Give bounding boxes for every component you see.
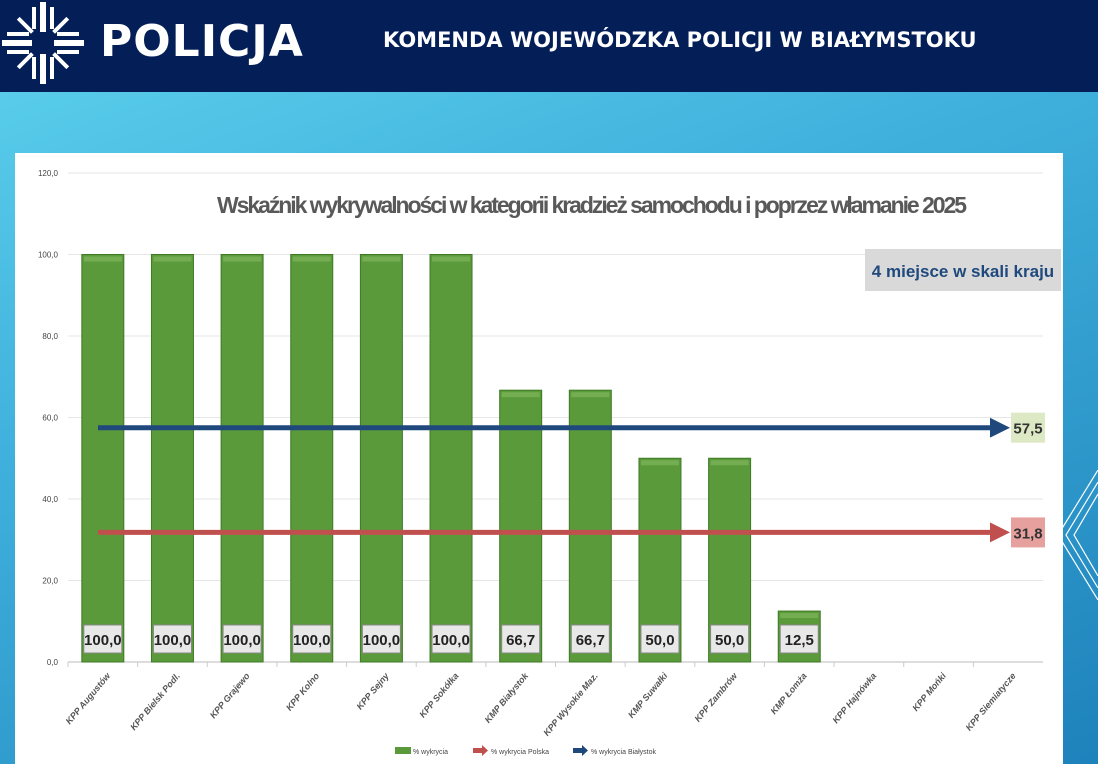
data-label: 100,0 xyxy=(293,632,331,649)
legend-arrow-icon xyxy=(473,745,488,756)
data-label-box xyxy=(361,624,401,654)
y-tick-label: 20,0 xyxy=(42,577,58,586)
data-label-box xyxy=(152,624,192,654)
reference-label-box xyxy=(1011,412,1045,443)
x-tick-label: KPP Bielsk Podl. xyxy=(128,671,182,732)
annotation-text: 4 miejsce w skali kraju xyxy=(872,262,1054,281)
bar xyxy=(81,254,125,663)
x-tick-label: KPP Mońki xyxy=(910,670,948,713)
data-label: 100,0 xyxy=(363,632,401,649)
legend-label: % wykrycia xyxy=(413,749,448,756)
data-label-box xyxy=(570,624,610,654)
chart-card: 0,0 20,0 40,0 60,0 80,0 100,0 120,0 Wskaźnik wy… xyxy=(15,153,1063,764)
data-label: 100,0 xyxy=(432,632,470,649)
brand-name: POLICJA xyxy=(100,16,304,67)
x-tick-label: KPP Augustów xyxy=(64,670,113,726)
data-label-box xyxy=(292,624,332,654)
header-bar: POLICJA KOMENDA WOJEWÓDZKA POLICJI W BIA… xyxy=(0,0,1098,92)
x-tick-label: KPP Wysokie Maz. xyxy=(541,671,599,738)
bar-highlight xyxy=(571,392,610,398)
bar xyxy=(290,254,334,663)
y-tick-label: 40,0 xyxy=(42,495,58,504)
y-tick-label: 120,0 xyxy=(38,169,59,178)
bar xyxy=(429,254,473,663)
reference-label: 31,8 xyxy=(1013,525,1042,542)
bar xyxy=(220,254,264,663)
data-label: 100,0 xyxy=(84,632,122,649)
data-label: 50,0 xyxy=(645,632,674,649)
legend-arrow-icon xyxy=(573,745,588,756)
bar-highlight xyxy=(710,460,749,466)
x-tick-label: KMP Łomża xyxy=(769,671,809,716)
bar-highlight xyxy=(362,256,401,262)
bar xyxy=(150,254,194,663)
bar-highlight xyxy=(640,460,679,466)
y-tick-label: 100,0 xyxy=(38,251,59,260)
y-tick-label: 80,0 xyxy=(42,332,58,341)
data-label: 100,0 xyxy=(223,632,261,649)
x-tick-label: KPP Kolno xyxy=(284,670,322,712)
bar-highlight xyxy=(83,256,122,262)
annotation-box xyxy=(865,249,1061,291)
x-tick-label: KPP Hajnówka xyxy=(830,671,878,725)
data-label: 50,0 xyxy=(715,632,744,649)
data-label-box xyxy=(640,624,680,654)
data-label-box xyxy=(501,624,541,654)
chart-title: Wskaźnik wykrywalności w kategorii kradz… xyxy=(217,192,967,218)
bar-highlight xyxy=(223,256,262,262)
bar-highlight xyxy=(501,392,540,398)
bar-highlight xyxy=(432,256,471,262)
x-tick-label: KMP Białystok xyxy=(483,670,531,725)
x-tick-label: KPP Siemiatycze xyxy=(964,671,1018,733)
x-tick-label: KPP Sokółka xyxy=(417,671,460,720)
bar xyxy=(499,389,543,663)
bar xyxy=(359,254,403,663)
bar-highlight xyxy=(780,613,819,619)
legend-label: % wykrycia Polska xyxy=(491,749,549,756)
bar-highlight xyxy=(292,256,331,262)
bar-highlight xyxy=(153,256,192,262)
data-label-box xyxy=(222,624,262,654)
x-tick-label: KPP Zambrów xyxy=(692,670,739,724)
data-label-box xyxy=(710,624,750,654)
legend-label: % wykrycia Białystok xyxy=(591,749,656,756)
data-label-box xyxy=(83,624,123,654)
bar-chart: 0,0 20,0 40,0 60,0 80,0 100,0 120,0 Wskaźnik wy… xyxy=(38,169,1061,756)
x-tick-label: KPP Sejny xyxy=(355,670,392,711)
reference-label-box xyxy=(1011,517,1045,548)
decorative-lines xyxy=(1058,470,1098,600)
data-label: 66,7 xyxy=(576,632,605,649)
y-tick-label: 60,0 xyxy=(42,414,58,423)
legend-swatch xyxy=(395,747,411,754)
x-tick-label: KMP Suwałki xyxy=(626,670,670,719)
x-tick-label: KPP Grajewo xyxy=(208,670,252,720)
bar xyxy=(568,389,612,663)
data-label: 12,5 xyxy=(785,632,814,649)
data-label-box xyxy=(779,624,819,654)
data-label-box xyxy=(431,624,471,654)
data-label: 66,7 xyxy=(506,632,535,649)
y-tick-label: 0,0 xyxy=(47,658,59,667)
police-star-logo-icon xyxy=(2,2,84,84)
reference-label: 57,5 xyxy=(1013,421,1042,438)
header-title: KOMENDA WOJEWÓDZKA POLICJI W BIAŁYMSTOKU xyxy=(383,28,977,52)
data-label: 100,0 xyxy=(154,632,192,649)
